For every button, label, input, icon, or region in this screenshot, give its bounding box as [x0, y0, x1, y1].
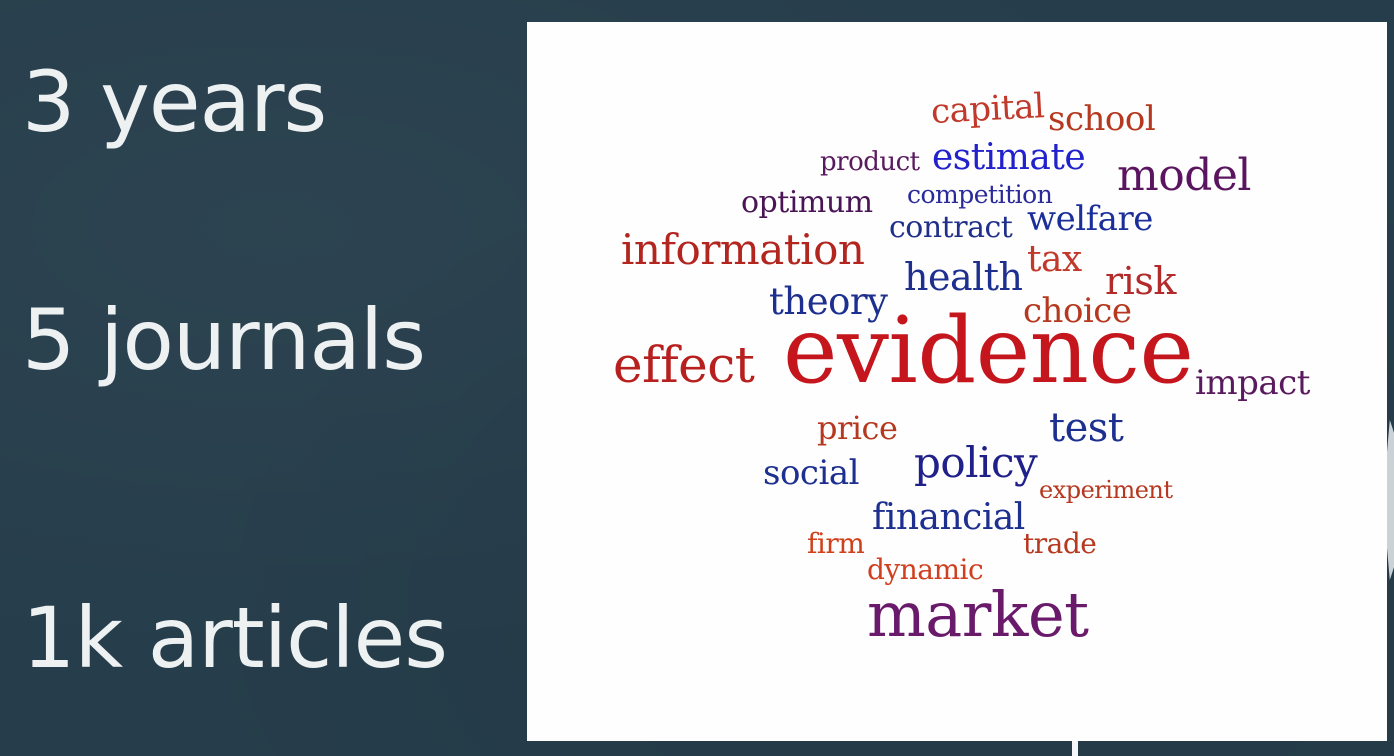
word-cloud-word-welfare: welfare [1027, 199, 1153, 239]
edge-decoration-bottom [1072, 741, 1078, 756]
word-cloud-word-model: model [1117, 150, 1252, 201]
word-cloud-panel: capital school product estimate model optimum… [527, 22, 1387, 741]
word-cloud-word-theory: theory [769, 280, 888, 323]
edge-decoration [1387, 420, 1394, 580]
word-cloud-word-test: test [1049, 405, 1124, 451]
word-cloud-word-capital: capital [930, 86, 1046, 132]
word-cloud-word-health: health [904, 255, 1023, 299]
word-cloud-word-competition: competition [907, 180, 1053, 209]
word-cloud-word-experiment: experiment [1039, 476, 1173, 504]
word-cloud-word-evidence: evidence [783, 297, 1194, 404]
word-cloud-word-dynamic: dynamic [867, 553, 984, 586]
word-cloud-word-price: price [817, 409, 898, 447]
word-cloud-word-policy: policy [914, 438, 1038, 487]
word-cloud-word-effect: effect [613, 336, 755, 394]
word-cloud-word-contract: contract [889, 210, 1013, 245]
word-cloud-word-firm: firm [807, 527, 865, 560]
stat-journals: 5 journals [22, 291, 426, 389]
word-cloud-word-estimate: estimate [932, 137, 1086, 178]
stat-years: 3 years [22, 53, 327, 151]
stat-articles: 1k articles [22, 589, 448, 687]
word-cloud-word-information: information [621, 225, 865, 274]
word-cloud-word-risk: risk [1105, 259, 1176, 303]
word-cloud-word-product: product [820, 147, 920, 177]
word-cloud-word-choice: choice [1023, 291, 1132, 331]
word-cloud-word-tax: tax [1027, 239, 1082, 280]
word-cloud-word-financial: financial [872, 497, 1025, 538]
word-cloud-word-school: school [1048, 99, 1156, 139]
word-cloud-word-social: social [763, 453, 859, 493]
word-cloud-word-impact: impact [1195, 363, 1310, 403]
word-cloud-word-trade: trade [1023, 527, 1097, 560]
word-cloud-word-optimum: optimum [741, 185, 873, 220]
word-cloud-word-market: market [867, 578, 1089, 651]
